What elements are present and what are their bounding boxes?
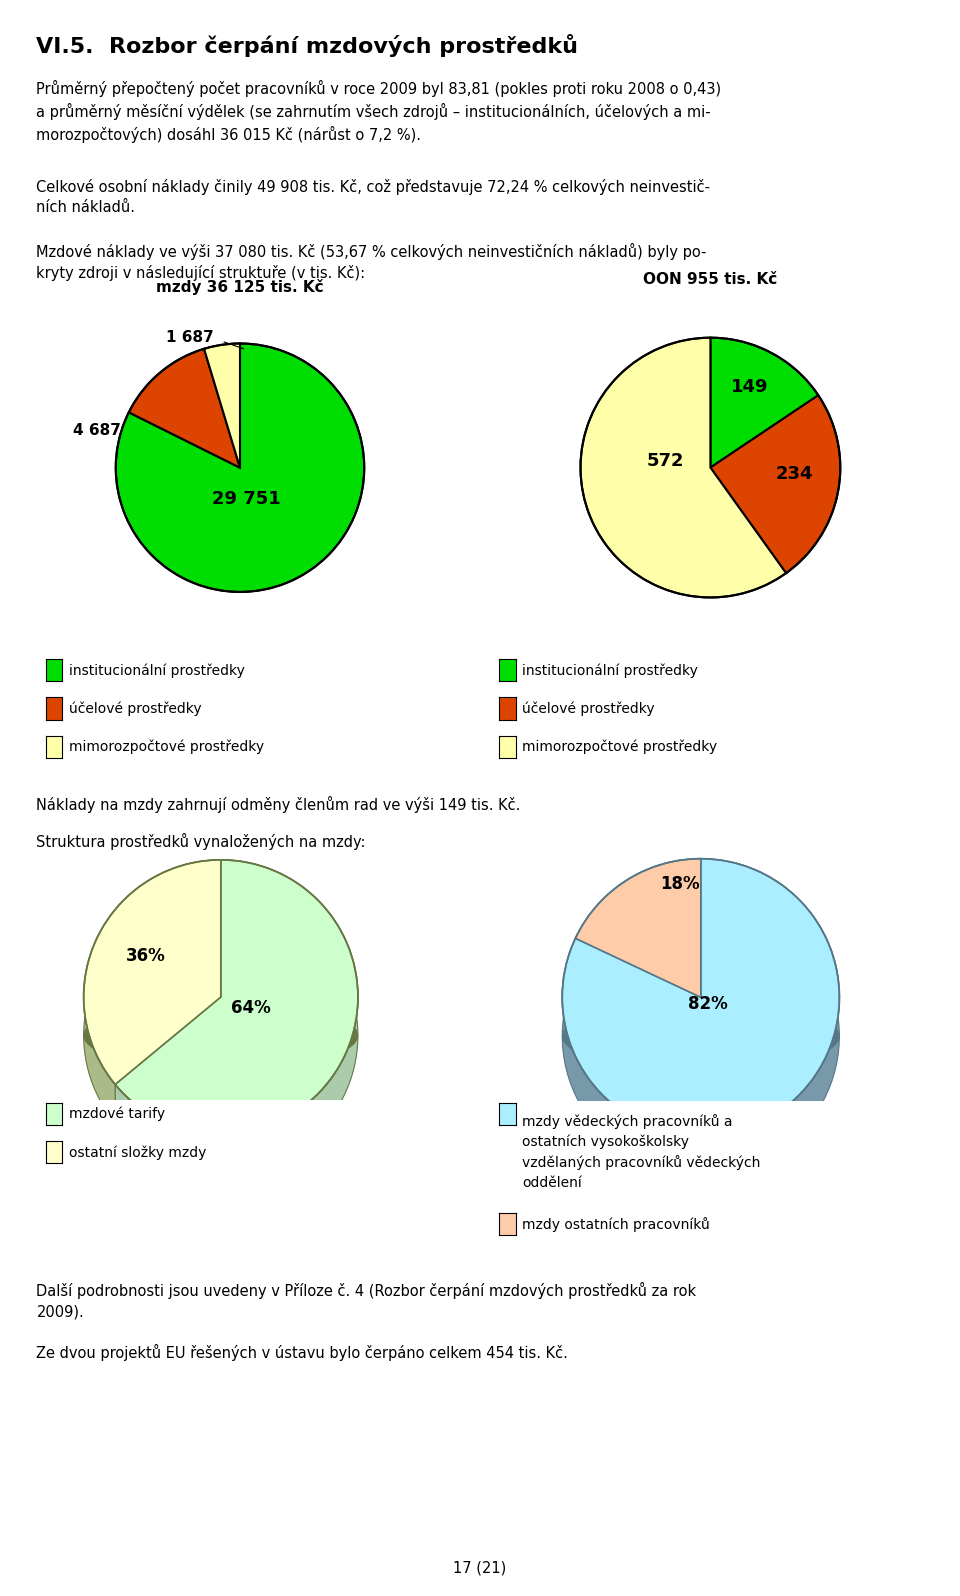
Title: OON 955 tis. Kč: OON 955 tis. Kč xyxy=(643,271,778,287)
Text: 4 687: 4 687 xyxy=(73,423,121,437)
Text: Ze dvou projektů EU řešených v ústavu bylo čerpáno celkem 454 tis. Kč.: Ze dvou projektů EU řešených v ústavu by… xyxy=(36,1344,568,1361)
Title: mzdy 36 125 tis. Kč: mzdy 36 125 tis. Kč xyxy=(156,279,324,295)
Text: mimorozpočtové prostředky: mimorozpočtové prostředky xyxy=(522,739,717,755)
Text: mzdy ostatních pracovníků: mzdy ostatních pracovníků xyxy=(522,1216,710,1232)
Text: 36%: 36% xyxy=(126,946,165,966)
Text: 234: 234 xyxy=(776,464,813,484)
Ellipse shape xyxy=(563,1001,839,1073)
Text: institucionální prostředky: institucionální prostředky xyxy=(522,662,698,678)
Polygon shape xyxy=(710,338,818,468)
Text: institucionální prostředky: institucionální prostředky xyxy=(69,662,245,678)
Text: 18%: 18% xyxy=(660,875,700,892)
Polygon shape xyxy=(115,860,358,1135)
Text: účelové prostředky: účelové prostředky xyxy=(69,701,202,717)
Polygon shape xyxy=(581,338,786,597)
Text: 17 (21): 17 (21) xyxy=(453,1561,507,1575)
Text: Náklady na mzdy zahrnují odměny členům rad ve výši 149 tis. Kč.: Náklady na mzdy zahrnují odměny členům r… xyxy=(36,796,521,814)
Text: 149: 149 xyxy=(731,378,768,396)
Text: Další podrobnosti jsou uvedeny v Příloze č. 4 (Rozbor čerpání mzdových prostředk: Další podrobnosti jsou uvedeny v Příloze… xyxy=(36,1282,697,1318)
Text: ostatní složky mzdy: ostatní složky mzdy xyxy=(69,1144,206,1160)
Polygon shape xyxy=(115,860,358,1173)
Polygon shape xyxy=(575,859,701,977)
Polygon shape xyxy=(84,860,221,1084)
Text: mzdové tarify: mzdové tarify xyxy=(69,1106,165,1122)
Text: Mzdové náklady ve výši 37 080 tis. Kč (53,67 % celkových neinvestičních nákladů): Mzdové náklady ve výši 37 080 tis. Kč (5… xyxy=(36,243,707,281)
Text: 1 687: 1 687 xyxy=(166,330,214,345)
Polygon shape xyxy=(563,859,839,1175)
Text: Celkové osobní náklady činily 49 908 tis. Kč, což představuje 72,24 % celkových : Celkové osobní náklady činily 49 908 tis… xyxy=(36,179,710,215)
Polygon shape xyxy=(204,343,240,468)
Ellipse shape xyxy=(84,999,358,1071)
Text: mimorozpočtové prostředky: mimorozpočtové prostředky xyxy=(69,739,264,755)
Text: účelové prostředky: účelové prostředky xyxy=(522,701,655,717)
Text: VI.5.  Rozbor čerpání mzdových prostředků: VI.5. Rozbor čerpání mzdových prostředků xyxy=(36,34,579,56)
Polygon shape xyxy=(575,859,701,998)
Polygon shape xyxy=(563,859,839,1136)
Polygon shape xyxy=(710,396,840,573)
Text: Struktura prostředků vynaložených na mzdy:: Struktura prostředků vynaložených na mzd… xyxy=(36,833,366,851)
Text: 82%: 82% xyxy=(688,996,728,1013)
Polygon shape xyxy=(129,350,240,468)
Text: Průměrný přepočtený počet pracovníků v roce 2009 byl 83,81 (pokles proti roku 20: Průměrný přepočtený počet pracovníků v r… xyxy=(36,80,722,144)
Text: mzdy vědeckých pracovníků a
ostatních vysokoškolsky
vzdělaných pracovníků vědeck: mzdy vědeckých pracovníků a ostatních vy… xyxy=(522,1114,760,1189)
Text: 29 751: 29 751 xyxy=(212,490,280,508)
Text: 64%: 64% xyxy=(231,999,271,1017)
Text: 572: 572 xyxy=(646,452,684,471)
Polygon shape xyxy=(84,860,221,1124)
Polygon shape xyxy=(116,343,364,592)
